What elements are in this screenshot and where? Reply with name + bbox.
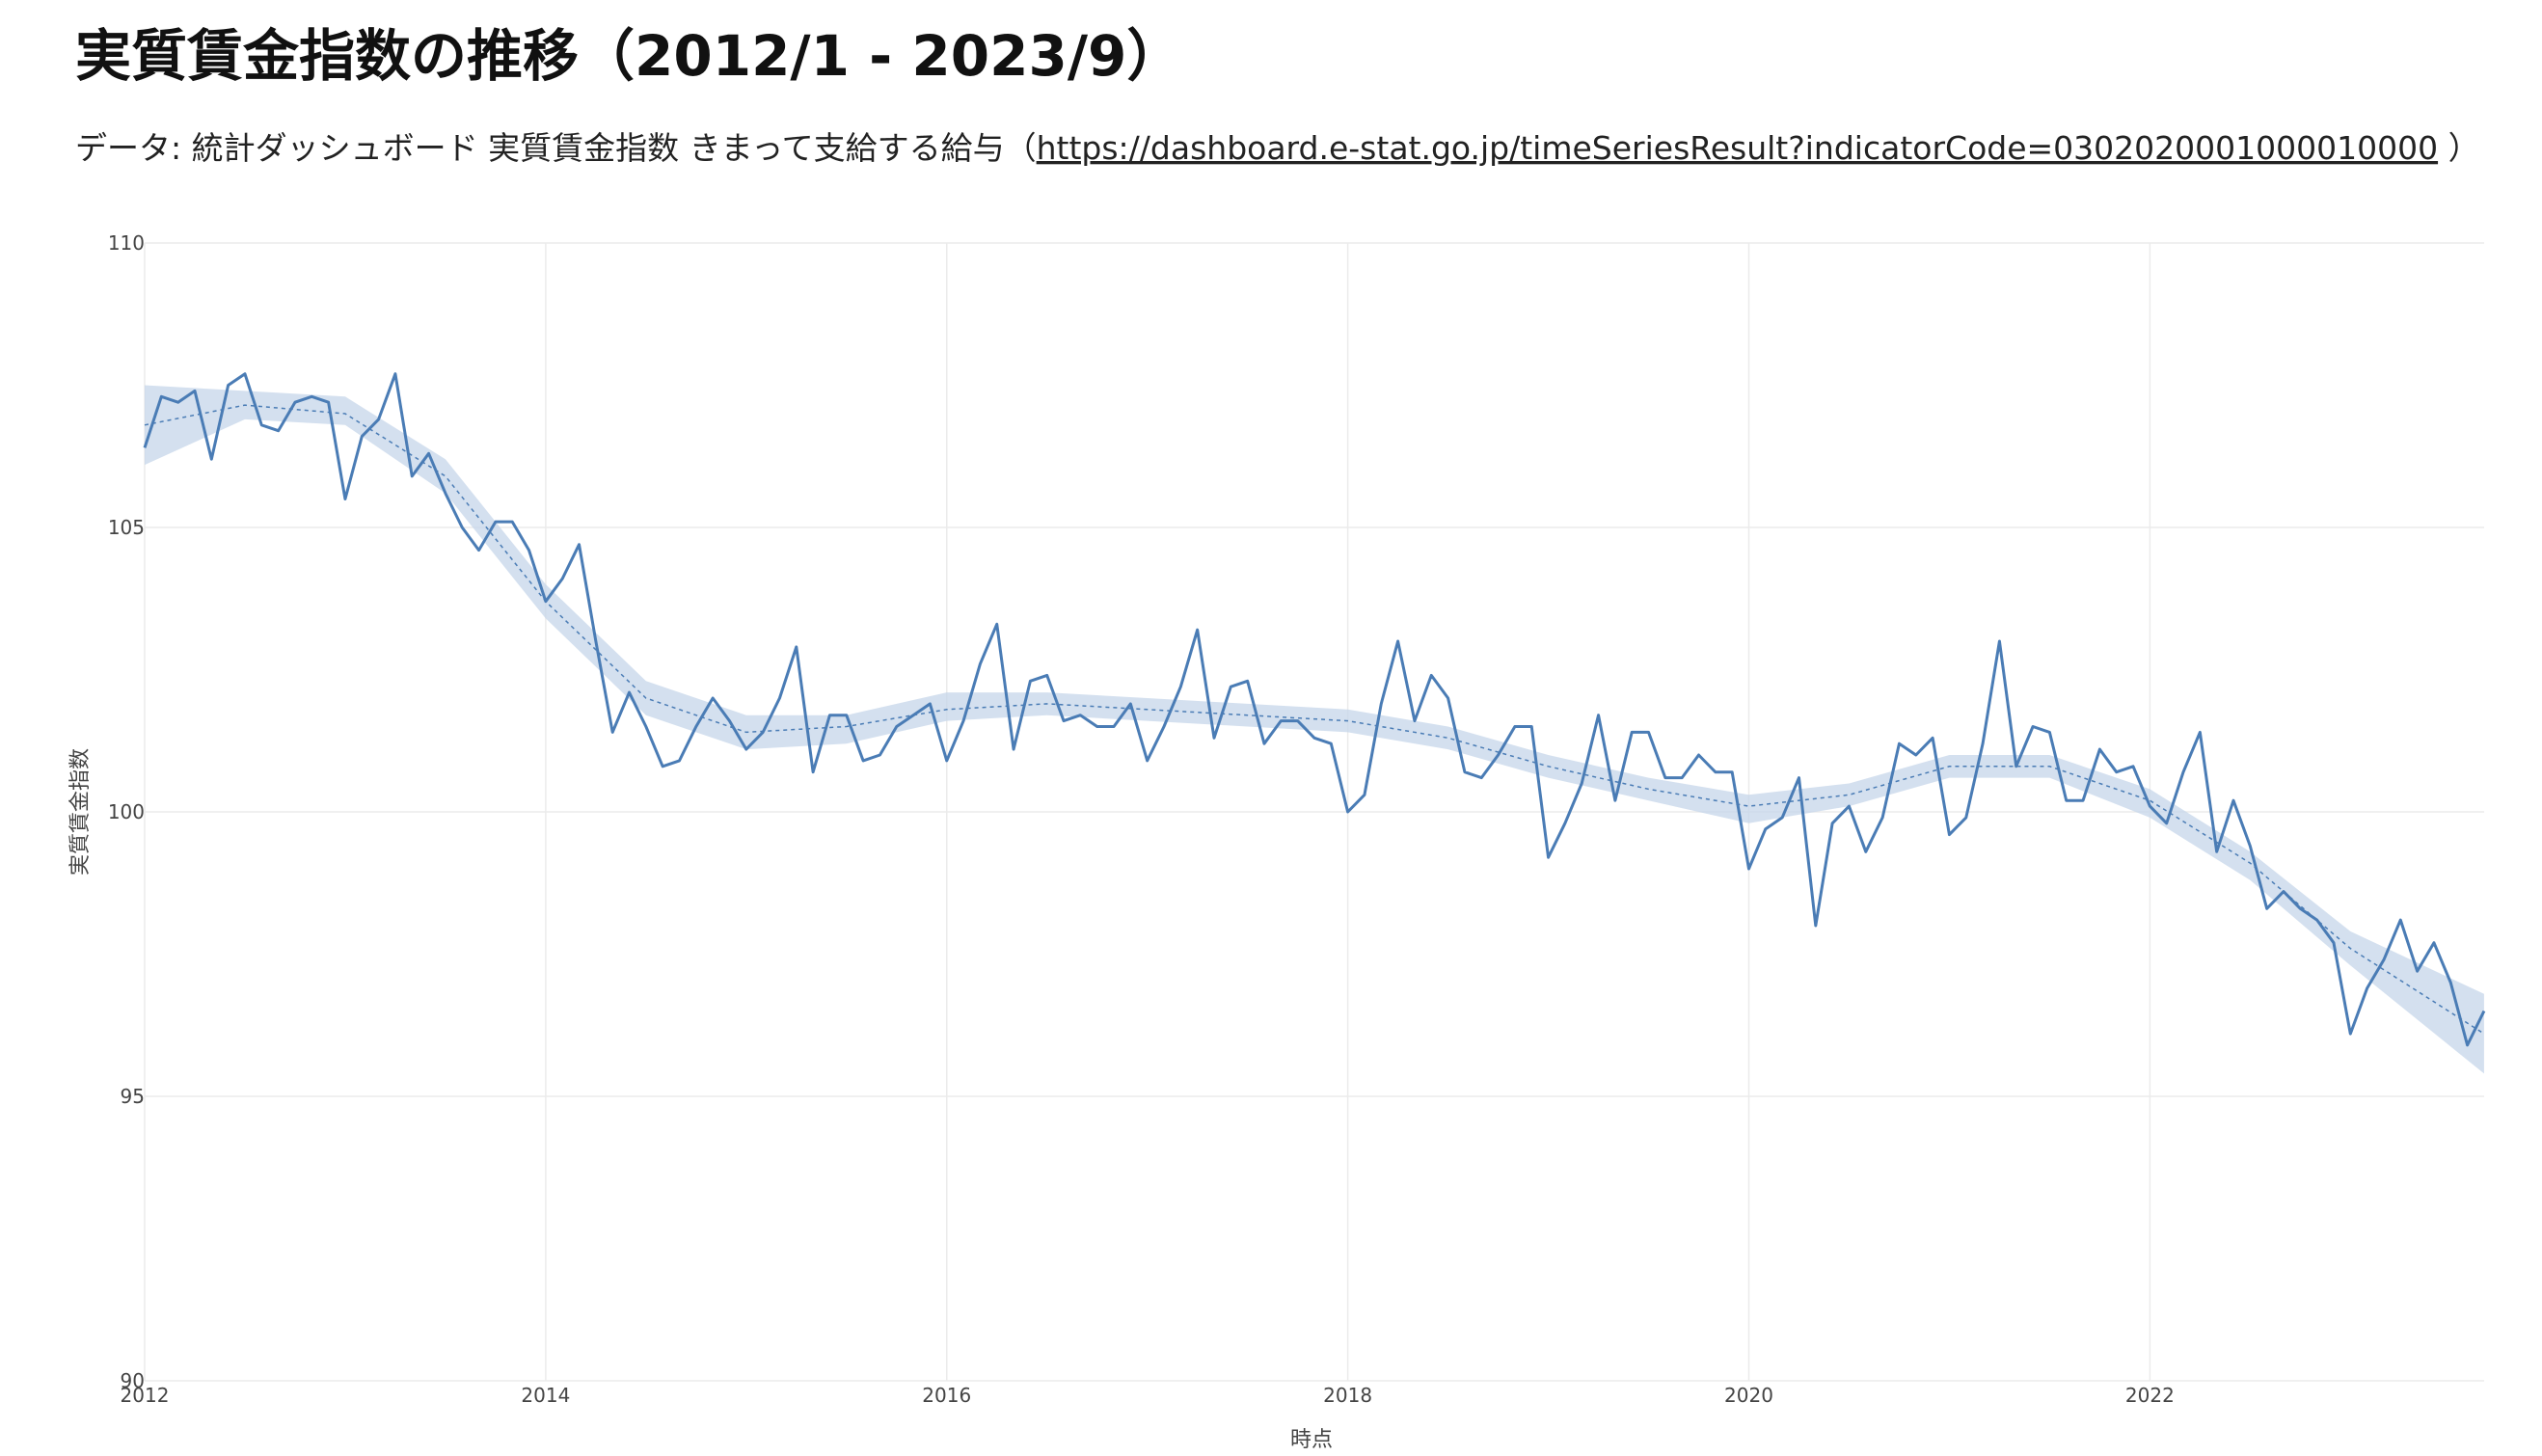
y-tick-label: 95 xyxy=(121,1085,145,1108)
x-tick-label: 2016 xyxy=(922,1384,971,1407)
source-link[interactable]: https://dashboard.e-stat.go.jp/timeSerie… xyxy=(1037,129,2438,167)
x-tick-label: 2020 xyxy=(1724,1384,1773,1407)
x-axis-label: 時点 xyxy=(1290,1428,1333,1452)
y-axis-label: 実質賃金指数 xyxy=(68,748,93,876)
trend-line xyxy=(144,404,2485,1035)
confidence-band xyxy=(145,385,2484,1074)
subtitle-end: ） xyxy=(2438,129,2480,167)
y-tick-label: 105 xyxy=(108,516,145,539)
y-tick-label: 90 xyxy=(121,1369,145,1392)
chart-title: 実質賃金指数の推移（2012/1 - 2023/9） xyxy=(75,23,1182,89)
subtitle-text: データ: 統計ダッシュボード 実質賃金指数 きまって支給する給与（ xyxy=(75,129,1037,167)
chart-subtitle: データ: 統計ダッシュボード 実質賃金指数 きまって支給する給与（https:/… xyxy=(75,129,2480,167)
x-tick-label: 2018 xyxy=(1323,1384,1372,1407)
x-tick-label: 2014 xyxy=(521,1384,570,1407)
y-tick-label: 110 xyxy=(108,231,145,255)
x-tick-label: 2012 xyxy=(121,1384,170,1407)
data-line xyxy=(143,372,2486,1047)
x-tick-label: 2022 xyxy=(2125,1384,2175,1407)
y-tick-label: 100 xyxy=(108,800,145,823)
